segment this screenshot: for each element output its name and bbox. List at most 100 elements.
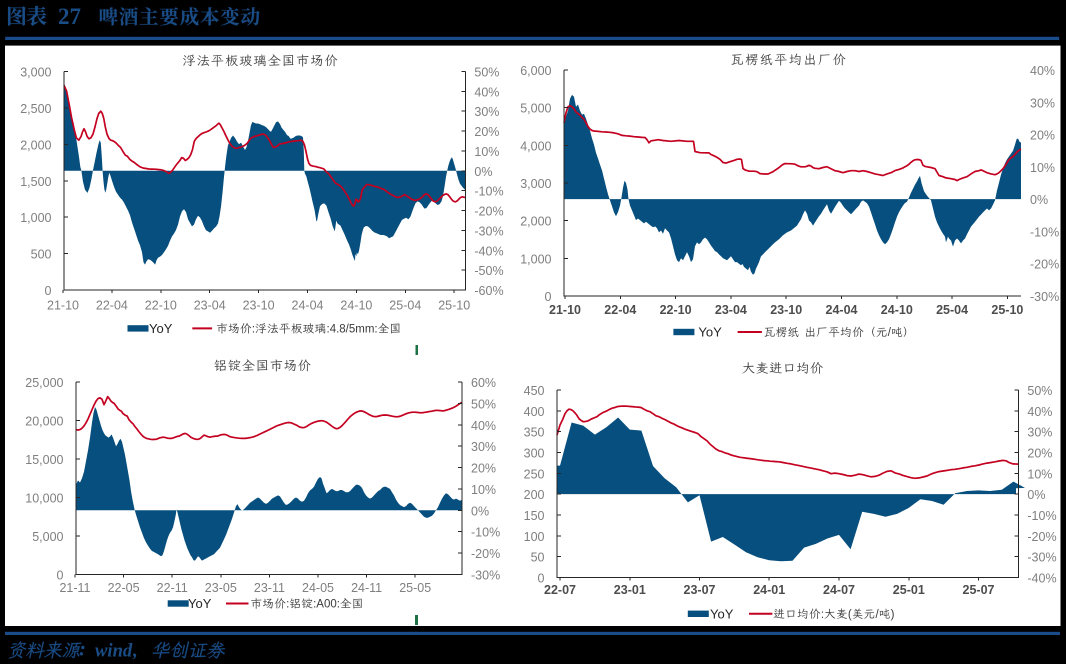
svg-text:-40%: -40%	[1027, 571, 1056, 585]
svg-text:23-07: 23-07	[684, 583, 716, 597]
svg-text::4.8/5mm:: :4.8/5mm:	[327, 323, 378, 335]
svg-text:23-10: 23-10	[243, 299, 275, 313]
svg-text:24-10: 24-10	[881, 303, 913, 317]
svg-text:24-04: 24-04	[292, 299, 324, 313]
svg-text:-20%: -20%	[1027, 530, 1056, 544]
svg-text:23-11: 23-11	[254, 581, 285, 595]
svg-text:1,000: 1,000	[20, 211, 51, 225]
svg-text:25-05: 25-05	[399, 581, 431, 595]
svg-text:22-04: 22-04	[96, 299, 128, 313]
svg-text:100: 100	[524, 530, 545, 544]
svg-text:22-11: 22-11	[157, 581, 188, 595]
svg-text:10%: 10%	[474, 145, 499, 159]
svg-text:40%: 40%	[1027, 405, 1052, 419]
svg-text:(: (	[848, 609, 852, 621]
svg-text:23-10: 23-10	[770, 303, 802, 317]
svg-text:YoY: YoY	[710, 606, 734, 621]
svg-text:50%: 50%	[471, 397, 496, 411]
svg-text:10%: 10%	[471, 483, 496, 497]
svg-text:40%: 40%	[474, 85, 499, 99]
svg-text:10%: 10%	[1030, 161, 1055, 175]
svg-text:-10%: -10%	[474, 185, 503, 199]
svg-text:/: /	[888, 327, 892, 339]
svg-text:200: 200	[524, 488, 545, 502]
svg-text:50%: 50%	[474, 66, 499, 80]
svg-text:24-05: 24-05	[302, 581, 334, 595]
svg-text:15,000: 15,000	[25, 453, 63, 467]
svg-text:1,500: 1,500	[20, 175, 51, 189]
svg-text:5,000: 5,000	[32, 530, 63, 544]
svg-text::: :	[252, 323, 255, 335]
svg-text:-60%: -60%	[474, 284, 503, 298]
svg-text:23-01: 23-01	[614, 583, 646, 597]
svg-text:30%: 30%	[474, 105, 499, 119]
svg-text:22-04: 22-04	[604, 303, 636, 317]
svg-text:-20%: -20%	[474, 205, 503, 219]
svg-text:23-05: 23-05	[205, 581, 237, 595]
svg-text:22-07: 22-07	[544, 583, 576, 597]
svg-text:30%: 30%	[1030, 96, 1055, 110]
svg-text:25-10: 25-10	[438, 299, 470, 313]
svg-text:10%: 10%	[1027, 467, 1052, 481]
svg-text:0%: 0%	[471, 504, 489, 518]
svg-text:20%: 20%	[1030, 129, 1055, 143]
svg-text:20%: 20%	[474, 125, 499, 139]
svg-text:-20%: -20%	[471, 547, 500, 561]
svg-text:150: 150	[524, 509, 545, 523]
svg-text:6,000: 6,000	[520, 64, 551, 78]
svg-text:3,000: 3,000	[20, 66, 51, 80]
svg-text:20%: 20%	[471, 462, 496, 476]
svg-text:25-04: 25-04	[389, 299, 421, 313]
svg-text:0: 0	[538, 571, 545, 585]
svg-text:21-11: 21-11	[59, 581, 90, 595]
svg-text:250: 250	[524, 467, 545, 481]
svg-text:-50%: -50%	[474, 264, 503, 278]
svg-text:2,000: 2,000	[20, 138, 51, 152]
svg-text:24-11: 24-11	[351, 581, 382, 595]
svg-text:4,000: 4,000	[520, 139, 551, 153]
svg-text:-20%: -20%	[1030, 258, 1059, 272]
svg-text:23-04: 23-04	[715, 303, 747, 317]
svg-text:-30%: -30%	[1027, 551, 1056, 565]
svg-text:20%: 20%	[1027, 447, 1052, 461]
svg-text:21-10: 21-10	[549, 303, 581, 317]
svg-text:YoY: YoY	[698, 325, 722, 340]
svg-text:25,000: 25,000	[25, 376, 63, 390]
svg-text:/: /	[876, 609, 880, 621]
svg-text:23-04: 23-04	[194, 299, 226, 313]
svg-text:-10%: -10%	[1030, 225, 1059, 239]
svg-text:-10%: -10%	[1027, 509, 1056, 523]
svg-text:50%: 50%	[1027, 384, 1052, 398]
svg-text:-30%: -30%	[474, 224, 503, 238]
svg-text:22-05: 22-05	[108, 581, 140, 595]
svg-text:YoY: YoY	[149, 321, 173, 336]
svg-text:22-10: 22-10	[145, 299, 177, 313]
svg-text:0: 0	[57, 569, 64, 583]
svg-text:0%: 0%	[1030, 193, 1048, 207]
svg-text:30%: 30%	[471, 440, 496, 454]
svg-text:27: 27	[58, 4, 81, 29]
svg-text:50: 50	[531, 551, 545, 565]
svg-text:0: 0	[45, 284, 52, 298]
svg-text:500: 500	[31, 248, 52, 262]
svg-text:-40%: -40%	[474, 244, 503, 258]
svg-text:21-10: 21-10	[47, 299, 79, 313]
svg-text:5,000: 5,000	[520, 102, 551, 116]
svg-text:25-10: 25-10	[991, 303, 1023, 317]
svg-text::A00:: :A00:	[313, 599, 340, 611]
svg-text:0%: 0%	[474, 165, 492, 179]
svg-text::: :	[286, 599, 289, 611]
svg-text:30%: 30%	[1027, 426, 1052, 440]
svg-text:20,000: 20,000	[25, 415, 63, 429]
svg-text:24-01: 24-01	[753, 583, 785, 597]
svg-text:2,500: 2,500	[20, 102, 51, 116]
svg-text:25-01: 25-01	[893, 583, 925, 597]
svg-text:40%: 40%	[471, 419, 496, 433]
svg-text:25-07: 25-07	[963, 583, 995, 597]
svg-text:-10%: -10%	[471, 526, 500, 540]
svg-text:40%: 40%	[1030, 64, 1055, 78]
svg-text:-30%: -30%	[471, 569, 500, 583]
svg-text:24-10: 24-10	[340, 299, 372, 313]
svg-text:3,000: 3,000	[520, 177, 551, 191]
svg-text:YoY: YoY	[188, 596, 212, 611]
